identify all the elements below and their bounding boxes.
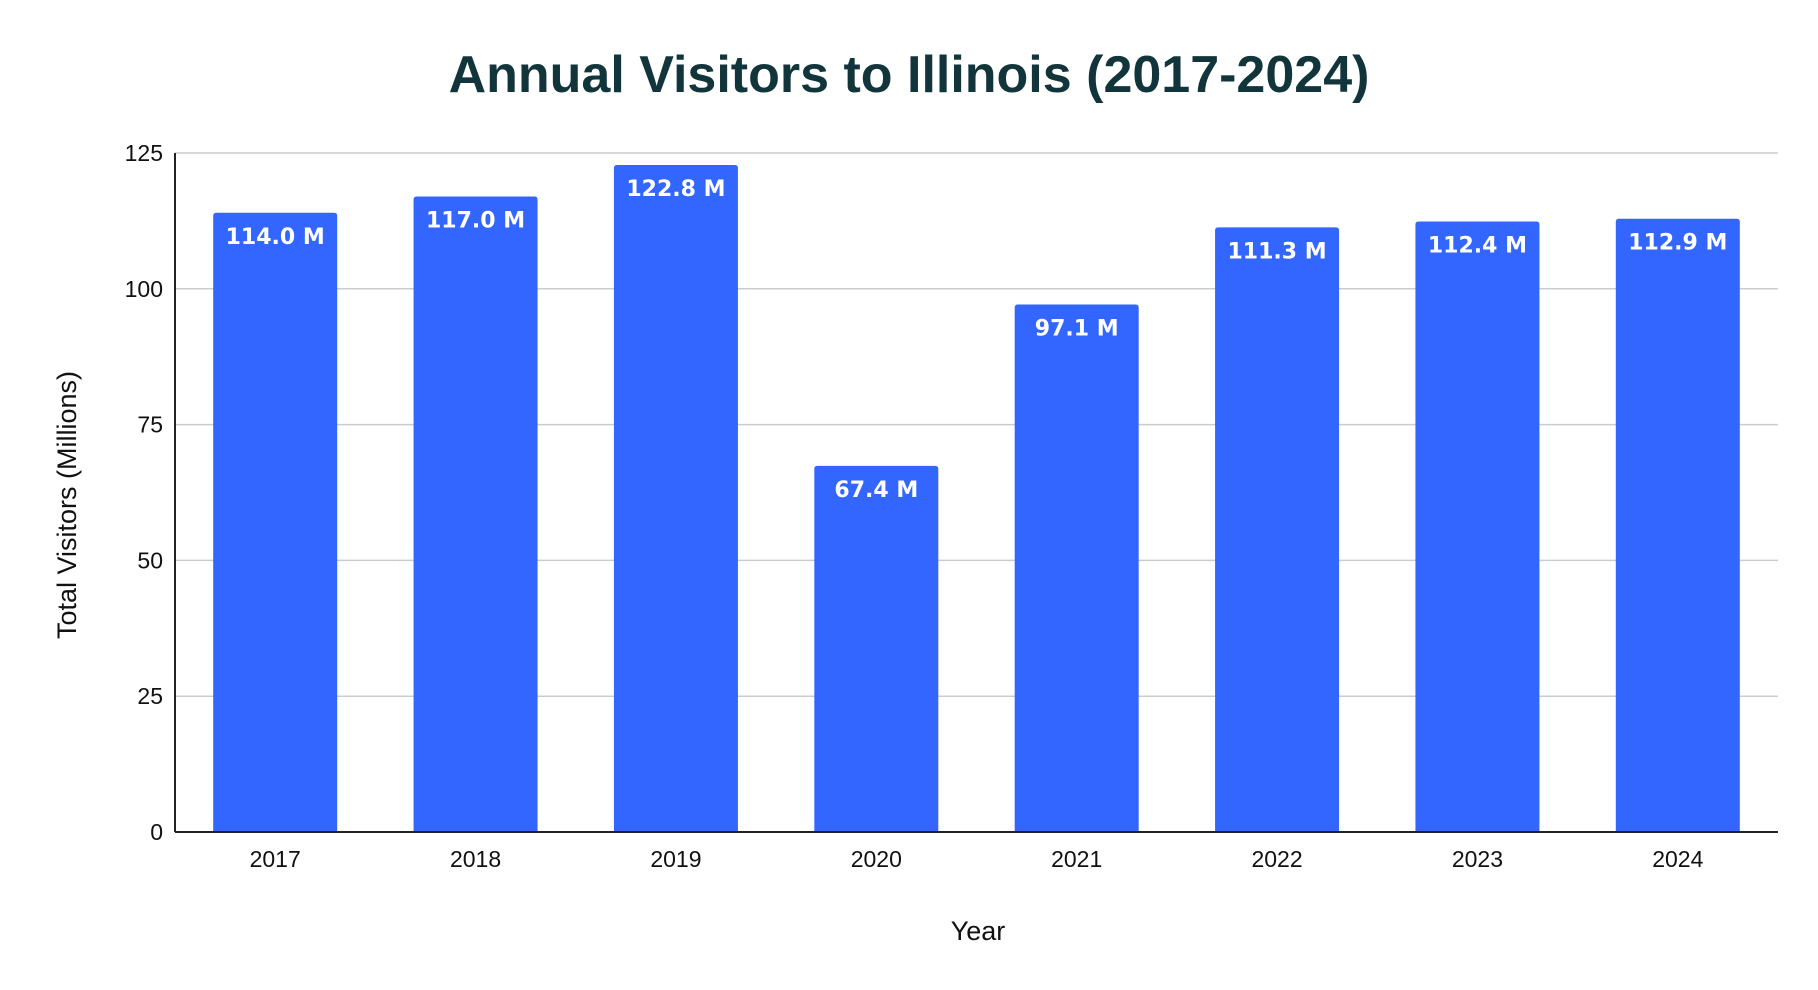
y-tick-label: 0	[150, 819, 163, 845]
x-tick-labels: 2017 2018 2019 2020 2021 2022 2023 2024	[250, 846, 1704, 872]
x-tick-label-2021: 2021	[1051, 846, 1102, 872]
bar-2017	[213, 212, 338, 832]
data-labels: 114.0 M 117.0 M 122.8 M 67.4 M 97.1 M 111.3 M…	[226, 177, 1728, 503]
data-label-2024: 112.9 M	[1628, 231, 1727, 256]
bar-2019	[613, 164, 738, 833]
bar-2020	[814, 465, 939, 832]
x-tick-label-2018: 2018	[450, 846, 501, 872]
y-tick-labels: 0 25 50 75 100 125	[125, 140, 163, 845]
x-tick-label-2024: 2024	[1652, 846, 1703, 872]
axes	[174, 153, 1778, 833]
data-label-2023: 112.4 M	[1428, 233, 1527, 258]
y-tick-label: 125	[125, 140, 163, 166]
x-tick-label-2023: 2023	[1452, 846, 1503, 872]
bar-2024	[1615, 218, 1740, 833]
y-tick-label: 25	[137, 683, 163, 709]
x-tick-label-2022: 2022	[1251, 846, 1302, 872]
data-label-2021: 97.1 M	[1035, 317, 1119, 342]
data-label-2022: 111.3 M	[1227, 239, 1326, 264]
y-tick-label: 100	[125, 276, 163, 302]
data-label-2020: 67.4 M	[834, 478, 918, 503]
y-axis-title: Total Visitors (Millions)	[52, 371, 82, 639]
bar-2023	[1415, 221, 1540, 832]
data-label-2017: 114.0 M	[226, 225, 325, 250]
x-tick-label-2017: 2017	[250, 846, 301, 872]
data-label-2018: 117.0 M	[426, 208, 525, 233]
bar-2022	[1215, 227, 1340, 832]
y-tick-label: 50	[137, 547, 163, 573]
bar-2021	[1014, 304, 1139, 832]
bars	[213, 164, 1740, 833]
x-tick-label-2020: 2020	[851, 846, 902, 872]
bar-2018	[413, 196, 538, 832]
data-label-2019: 122.8 M	[626, 177, 725, 202]
x-axis-title: Year	[951, 916, 1006, 946]
y-tick-label: 75	[137, 412, 163, 438]
x-tick-label-2019: 2019	[650, 846, 701, 872]
chart-title: Annual Visitors to Illinois (2017-2024)	[449, 46, 1370, 104]
